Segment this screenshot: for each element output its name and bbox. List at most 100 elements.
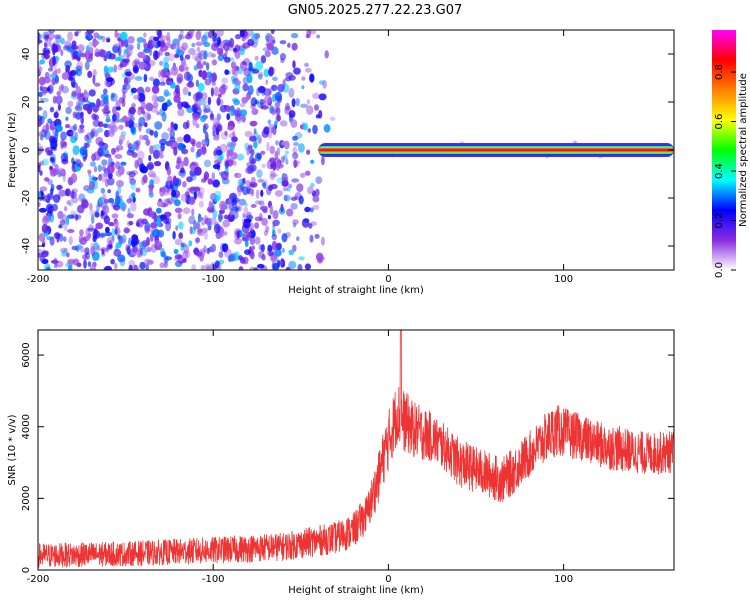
spectrogram-y-ticks: -40 -20 0 20 40: [21, 48, 674, 254]
spectrogram-noise-cell: [67, 100, 74, 108]
spectrogram-noise-cell: [280, 141, 286, 146]
spectrogram-noise-cell: [149, 145, 154, 155]
spectrogram-noise-layer: [38, 30, 336, 270]
spectrogram-noise-cell: [74, 214, 79, 221]
spectrogram-noise-cell: [142, 174, 148, 184]
spectrogram-noise-cell: [244, 239, 249, 248]
spectrogram-noise-cell: [216, 124, 223, 132]
spectrogram-noise-cell: [44, 42, 48, 48]
spectrogram-noise-cell: [300, 103, 308, 109]
spectrogram-noise-cell: [62, 141, 68, 149]
spectrogram-noise-cell: [324, 50, 329, 59]
spectrogram-noise-cell: [139, 134, 144, 141]
spectrogram-noise-cell: [184, 66, 189, 71]
spectrogram-noise-cell: [88, 47, 94, 54]
spectrogram-noise-cell: [117, 54, 125, 62]
spectrogram-noise-cell: [239, 30, 246, 38]
spectrogram-noise-cell: [49, 125, 54, 131]
spectrogram-noise-cell: [188, 48, 196, 56]
spectrogram-noise-cell: [271, 108, 277, 116]
spectrogram-noise-cell: [211, 172, 215, 180]
spectrogram-noise-cell: [69, 69, 77, 76]
spectrogram-noise-cell: [183, 134, 191, 143]
spectrogram-noise-cell: [272, 210, 279, 220]
spectrogram-noise-cell: [88, 102, 96, 108]
spectrogram-noise-cell: [199, 99, 208, 106]
spectrogram-noise-cell: [38, 32, 41, 41]
spectrogram-y-axis-label: Frequency (Hz): [7, 112, 18, 188]
spectrogram-noise-cell: [38, 69, 41, 77]
spectrogram-noise-cell: [84, 142, 90, 148]
snr-y-tick-label: 0: [21, 567, 32, 573]
spectrogram-noise-cell: [195, 141, 202, 149]
spectrogram-noise-cell: [257, 85, 266, 94]
spectrogram-noise-cell: [165, 180, 172, 190]
spectrogram-noise-cell: [280, 156, 285, 164]
spectrogram-noise-cell: [79, 96, 84, 104]
spectrogram-noise-cell: [269, 145, 276, 155]
spectrogram-noise-cell: [60, 49, 64, 56]
spectrogram-noise-cell: [176, 73, 184, 83]
spectrogram-noise-cell: [162, 185, 166, 195]
spectrogram-noise-cell: [221, 178, 230, 185]
spectrogram-noise-cell: [286, 208, 294, 217]
spectrogram-noise-cell: [272, 223, 276, 228]
spectrogram-noise-cell: [234, 205, 240, 212]
spectrogram-noise-cell: [124, 71, 132, 77]
spectrogram-noise-cell: [49, 83, 55, 92]
spectrogram-noise-cell: [236, 153, 245, 161]
spectrogram-noise-cell: [180, 101, 189, 108]
spectrogram-noise-cell: [272, 161, 277, 171]
spectrogram-noise-cell: [143, 48, 151, 54]
spectrogram-noise-cell: [297, 264, 303, 270]
spectrogram-noise-cell: [226, 113, 230, 121]
spectrogram-noise-cell: [242, 83, 249, 92]
spectrogram-noise-cell: [103, 88, 108, 95]
spectrogram-noise-cell: [192, 186, 201, 192]
spectrogram-noise-cell: [304, 206, 311, 213]
spectrogram-noise-cell: [198, 50, 207, 60]
spectrogram-noise-cell: [283, 194, 291, 202]
spectrogram-noise-cell: [124, 76, 129, 87]
spectrogram-noise-cell: [161, 102, 168, 112]
spectrogram-noise-cell: [167, 53, 175, 62]
snr-y-axis-label: SNR (10 * v/v): [7, 414, 18, 485]
spectrogram-noise-cell: [210, 216, 217, 225]
spectrogram-noise-cell: [156, 200, 165, 208]
spectrogram-noise-cell: [136, 36, 145, 43]
spectrogram-noise-cell: [163, 198, 171, 204]
spectrogram-noise-cell: [70, 210, 77, 215]
spectrogram-noise-cell: [188, 215, 196, 225]
spectrogram-noise-cell: [129, 178, 136, 186]
spectrogram-noise-cell: [112, 45, 119, 54]
spectrogram-noise-cell: [207, 96, 212, 106]
spectrogram-noise-cell: [45, 146, 53, 156]
colorbar-tick-label: 0.6: [714, 114, 725, 130]
spectrogram-noise-cell: [46, 236, 53, 241]
spectrogram-noise-cell: [312, 92, 321, 100]
spectrogram-noise-cell: [213, 135, 220, 141]
spectrogram-noise-cell: [261, 89, 266, 96]
spectrogram-noise-cell: [272, 219, 280, 226]
spectrogram-noise-cell: [288, 260, 297, 270]
spectrogram-noise-cell: [178, 34, 183, 41]
spectrogram-noise-cell: [163, 89, 169, 98]
spectrogram-noise-cell: [249, 164, 257, 172]
spectrogram-noise-cell: [203, 159, 212, 168]
spectrogram-noise-cell: [208, 200, 213, 209]
spectrogram-noise-cell: [295, 97, 300, 107]
spectrogram-noise-cell: [139, 241, 147, 250]
spectrogram-noise-cell: [79, 146, 88, 156]
spectrogram-noise-cell: [90, 246, 96, 256]
spectrogram-noise-cell: [143, 248, 152, 253]
spectrogram-noise-cell: [303, 123, 308, 131]
spectrogram-noise-cell: [82, 91, 90, 99]
spectrogram-noise-cell: [314, 104, 319, 111]
spectrogram-noise-cell: [174, 254, 183, 260]
spectrogram-noise-cell: [49, 212, 55, 223]
spectrogram-noise-cell: [179, 54, 184, 61]
spectrogram-noise-cell: [126, 171, 132, 176]
spectrogram-x-ticks: -200 -100 0 100: [27, 30, 573, 285]
spectrogram-noise-cell: [183, 156, 189, 167]
